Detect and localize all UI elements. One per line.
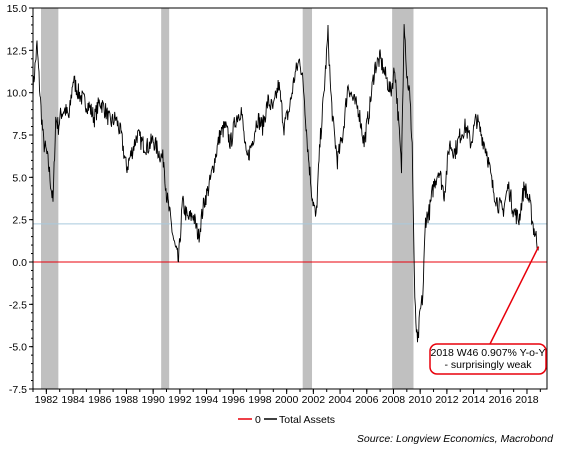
x-tick-label: 1998 — [248, 394, 272, 406]
recession-band — [302, 8, 313, 389]
y-tick-label: 0.0 — [12, 257, 27, 269]
y-tick-label: 7.5 — [12, 130, 27, 142]
x-tick-label: 1996 — [222, 394, 246, 406]
x-tick-label: 1988 — [115, 394, 139, 406]
x-tick-label: 2012 — [435, 394, 459, 406]
legend-label-total-assets: Total Assets — [279, 414, 335, 426]
x-tick-label: 2018 — [515, 394, 539, 406]
x-tick-label: 1982 — [35, 394, 59, 406]
x-tick-label: 1986 — [88, 394, 112, 406]
x-tick-label: 2004 — [328, 394, 352, 406]
x-tick-label: 1984 — [61, 394, 85, 406]
source-note: Source: Longview Economics, Macrobond — [357, 433, 554, 445]
annotation-text-line: 2018 W46 0.907% Y-o-Y — [431, 347, 546, 359]
annotation-arrow — [489, 246, 540, 345]
legend: 0 Total Assets — [238, 414, 335, 426]
y-tick-label: 15.0 — [7, 3, 28, 15]
y-axis: 15.0 12.5 10.0 7.5 5.0 2.5 0.0 -2.5 -5.0 -7.5 — [7, 3, 33, 396]
x-tick-label: 1990 — [141, 394, 165, 406]
recession-band — [161, 8, 170, 389]
x-tick-label: 2006 — [355, 394, 379, 406]
y-tick-label: -2.5 — [9, 299, 27, 311]
x-tick-label: 2014 — [462, 394, 486, 406]
x-tick-label: 2010 — [408, 394, 432, 406]
annotation-text-line: - surprisingly weak — [445, 359, 533, 371]
y-tick-label: 10.0 — [7, 88, 28, 100]
y-tick-label: -5.0 — [9, 342, 27, 354]
annotation: 2018 W46 0.907% Y-o-Y- surprisingly weak — [429, 246, 547, 375]
annotation-box — [429, 343, 547, 375]
x-axis: 1982 1984 1986 1988 1990 1992 1994 1996 1998 2000… — [32, 389, 541, 406]
y-tick-label: 5.0 — [12, 172, 27, 184]
x-tick-label: 2000 — [275, 394, 299, 406]
series-layer — [32, 24, 540, 343]
x-tick-label: 1994 — [195, 394, 219, 406]
y-tick-label: 2.5 — [12, 215, 27, 227]
reference-lines — [33, 223, 547, 263]
x-tick-label: 2008 — [382, 394, 406, 406]
x-tick-label: 2002 — [302, 394, 326, 406]
x-tick-label: 1992 — [168, 394, 192, 406]
y-tick-label: 12.5 — [7, 45, 28, 57]
recession-band — [392, 8, 414, 389]
y-tick-label: -7.5 — [9, 384, 27, 396]
recession-bands — [41, 8, 414, 389]
legend-label-zero: 0 — [255, 414, 261, 426]
plot-frame — [32, 7, 548, 390]
recession-band — [41, 8, 59, 389]
series-line-total-assets — [32, 24, 540, 343]
x-tick-label: 2016 — [489, 394, 513, 406]
